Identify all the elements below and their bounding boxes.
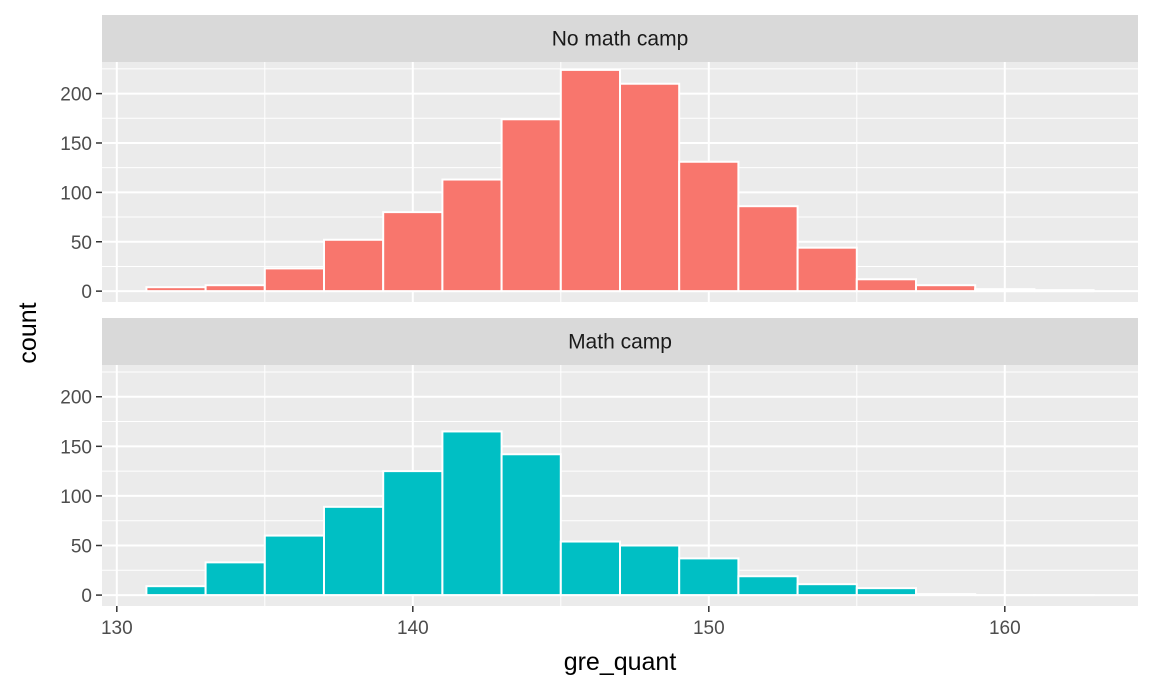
x-axis-title: gre_quant (564, 648, 677, 676)
y-tick-label: 200 (60, 85, 92, 106)
histogram-bar (500, 118, 562, 293)
panel-1: No math camp 0 50 100 150 200 (60, 15, 1138, 303)
histogram-bar (145, 286, 207, 293)
facet-strip (102, 318, 1138, 365)
x-tick-label: 150 (693, 618, 725, 639)
histogram-bar (974, 288, 1036, 293)
y-axis-title: count (14, 302, 42, 363)
histogram-bar (796, 583, 858, 597)
facet-strip (102, 15, 1138, 62)
x-tick-label: 160 (989, 618, 1021, 639)
y-tick-label: 0 (81, 586, 92, 607)
histogram-bar (619, 82, 681, 293)
histogram-bar (855, 587, 917, 597)
y-tick-label: 100 (60, 487, 92, 508)
facet-strip-label: No math camp (552, 28, 689, 51)
histogram-bar (796, 246, 858, 293)
histogram-bar (915, 284, 977, 293)
histogram-bar (263, 534, 325, 597)
histogram-bar (145, 585, 207, 597)
histogram-bar (441, 178, 503, 293)
y-tick-label: 50 (71, 537, 92, 558)
histogram-bar (737, 205, 799, 293)
y-tick-label: 50 (71, 233, 92, 254)
histogram-bar (915, 593, 977, 597)
histogram-bar (382, 211, 444, 293)
histogram-bar (678, 160, 740, 293)
histogram-bar (678, 557, 740, 597)
histogram-bar (204, 284, 266, 293)
x-tick-label: 140 (397, 618, 429, 639)
facet-strip-label: Math camp (568, 331, 672, 354)
histogram-bar (323, 238, 385, 293)
histogram-bar (737, 575, 799, 597)
histogram-bar (559, 68, 621, 293)
histogram-bar (441, 430, 503, 597)
histogram-bar (1033, 289, 1095, 293)
histogram-bar (500, 453, 562, 597)
histogram-bar (619, 544, 681, 597)
panel-2: Math camp 0 50 100 150 200 130 140 150 160 (60, 318, 1138, 639)
y-tick-label: 200 (60, 388, 92, 409)
y-tick-label: 100 (60, 183, 92, 204)
histogram-bar (559, 540, 621, 597)
y-tick-label: 150 (60, 437, 92, 458)
histogram-bar (855, 278, 917, 293)
x-tick-label: 130 (101, 618, 133, 639)
histogram-bar (323, 505, 385, 597)
histogram-bar (204, 561, 266, 597)
histogram-bar (263, 267, 325, 293)
y-tick-label: 0 (81, 282, 92, 303)
y-tick-label: 150 (60, 134, 92, 155)
histogram-bar (382, 470, 444, 597)
